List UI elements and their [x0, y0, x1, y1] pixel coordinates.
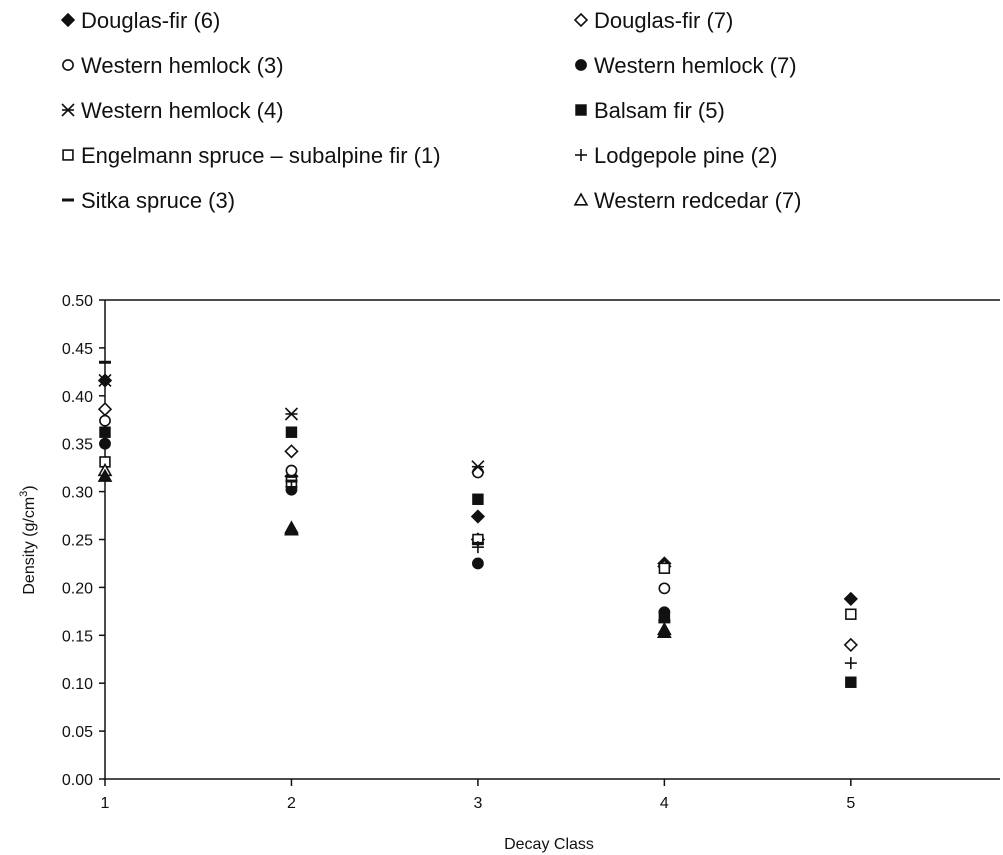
axes [105, 300, 1000, 779]
legend: Douglas-fir (6) Western hemlock (3) Wester… [62, 8, 801, 213]
data-point [473, 494, 483, 504]
x-tick-label: 1 [101, 795, 110, 812]
data-point [100, 416, 110, 426]
legend-label: Western hemlock (7) [594, 53, 797, 78]
legend-item: Western hemlock (7) [576, 53, 797, 78]
legend-item: Balsam fir (5) [576, 98, 725, 123]
x-tick-label: 3 [473, 795, 482, 812]
legend-marker-icon [62, 104, 74, 116]
x-axis-label: Decay Class [504, 836, 594, 853]
y-ticks: 0.00 0.05 0.10 0.15 0.20 0.25 0.30 0.35 0.40 0.45… [62, 293, 105, 789]
y-tick-label: 0.45 [62, 341, 93, 358]
legend-marker-icon [63, 60, 73, 70]
data-point [659, 563, 669, 573]
data-point [846, 609, 856, 619]
data-point [659, 583, 669, 593]
data-point [846, 677, 856, 687]
y-axis-label: Density (g/cm3) [18, 485, 38, 594]
data-point [100, 439, 110, 449]
legend-label: Western hemlock (3) [81, 53, 284, 78]
data-point [286, 465, 296, 475]
legend-item: Western hemlock (4) [62, 98, 284, 123]
y-tick-label: 0.00 [62, 772, 93, 789]
data-point [472, 511, 484, 523]
y-axis-label-base: Density (g/cm [21, 497, 38, 595]
legend-label: Balsam fir (5) [594, 98, 725, 123]
legend-item: Douglas-fir (6) [62, 8, 220, 33]
legend-marker-icon [62, 14, 74, 26]
y-tick-label: 0.05 [62, 724, 93, 741]
legend-label: Lodgepole pine (2) [594, 143, 777, 168]
data-point [845, 657, 857, 669]
legend-label: Engelmann spruce – subalpine fir (1) [81, 143, 441, 168]
x-ticks: 1 2 3 4 5 [101, 779, 856, 812]
x-tick-label: 5 [846, 795, 855, 812]
y-tick-label: 0.40 [62, 389, 93, 406]
legend-item: Lodgepole pine (2) [575, 143, 777, 168]
legend-label: Sitka spruce (3) [81, 188, 235, 213]
data-point [285, 408, 297, 420]
legend-item: Engelmann spruce – subalpine fir (1) [63, 143, 440, 168]
x-tick-label: 2 [287, 795, 296, 812]
legend-item: Sitka spruce (3) [62, 188, 235, 213]
legend-marker-icon [576, 60, 586, 70]
data-point [100, 427, 110, 437]
legend-marker-icon [63, 150, 73, 160]
legend-marker-icon [575, 14, 587, 26]
y-tick-label: 0.35 [62, 437, 93, 454]
y-tick-label: 0.25 [62, 533, 93, 550]
y-tick-label: 0.10 [62, 676, 93, 693]
legend-item: Western hemlock (3) [63, 53, 284, 78]
legend-marker-icon [576, 105, 586, 115]
data-point [285, 445, 297, 457]
data-point [99, 403, 111, 415]
data-point [845, 593, 857, 605]
data-point [287, 427, 297, 437]
data-point [473, 558, 483, 568]
y-axis-label-end: ) [21, 485, 38, 490]
x-tick-label: 4 [660, 795, 669, 812]
legend-marker-icon [575, 194, 587, 205]
y-tick-label: 0.50 [62, 293, 93, 310]
legend-label: Western hemlock (4) [81, 98, 284, 123]
legend-label: Douglas-fir (6) [81, 8, 220, 33]
y-tick-label: 0.15 [62, 628, 93, 645]
legend-label: Douglas-fir (7) [594, 8, 733, 33]
legend-marker-icon [575, 149, 587, 161]
y-tick-label: 0.30 [62, 485, 93, 502]
legend-label: Western redcedar (7) [594, 188, 801, 213]
data-point [845, 639, 857, 651]
y-tick-label: 0.20 [62, 580, 93, 597]
legend-item: Western redcedar (7) [575, 188, 801, 213]
legend-item: Douglas-fir (7) [575, 8, 733, 33]
data-points [99, 362, 857, 687]
data-point [473, 467, 483, 477]
